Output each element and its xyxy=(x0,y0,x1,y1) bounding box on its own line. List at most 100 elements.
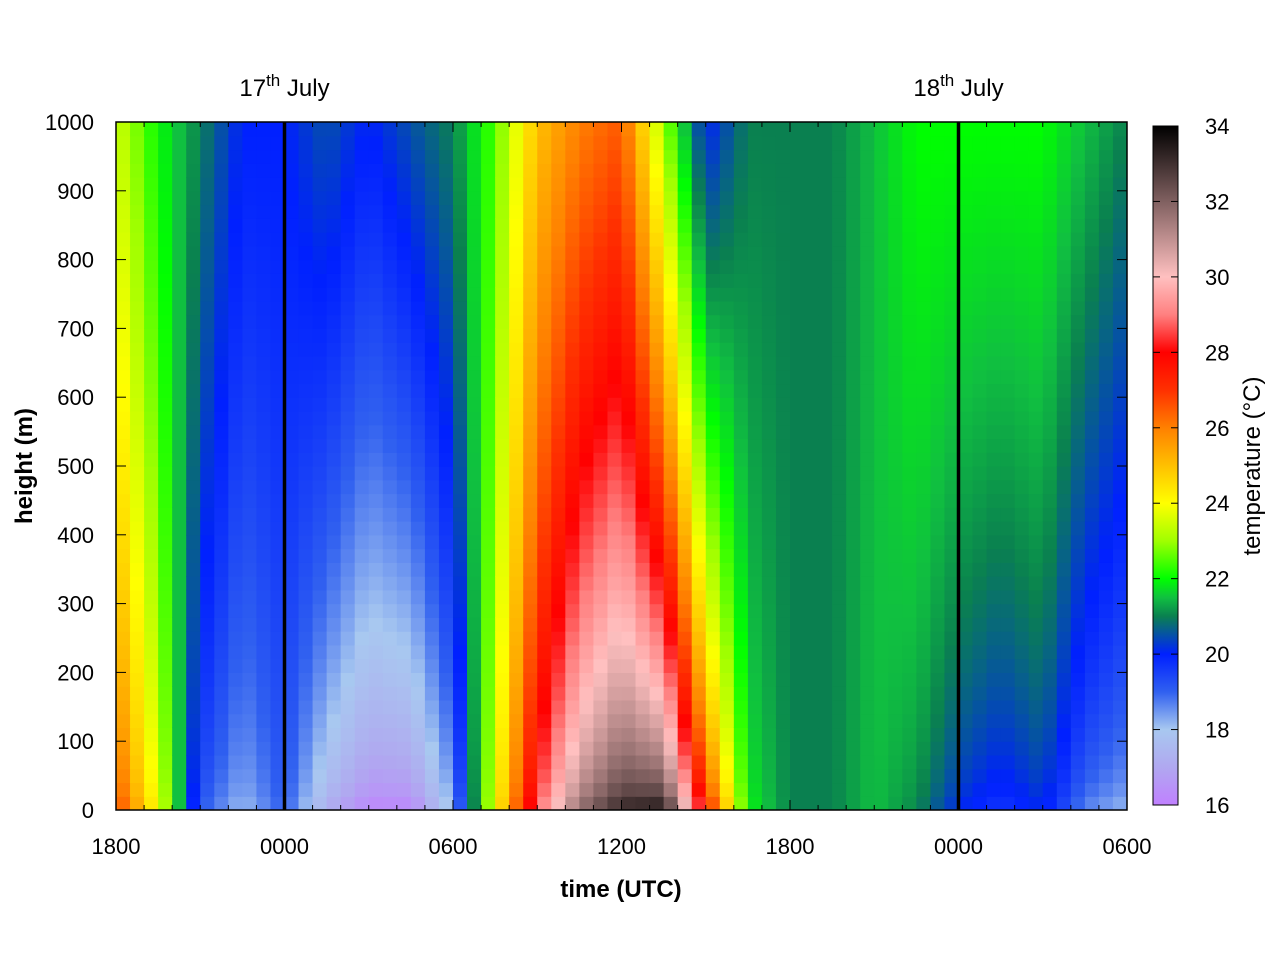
heatmap-cell xyxy=(719,190,735,206)
heatmap-cell xyxy=(410,149,426,164)
heatmap-cell xyxy=(944,507,960,522)
heatmap-cell xyxy=(832,796,847,810)
heatmap-cell xyxy=(382,135,398,151)
heatmap-cell xyxy=(1042,658,1058,673)
heatmap-cell xyxy=(130,521,145,536)
heatmap-cell xyxy=(733,644,749,660)
heatmap-cell xyxy=(467,204,482,219)
heatmap-cell xyxy=(1000,658,1016,673)
heatmap-cell xyxy=(902,218,917,233)
heatmap-cell xyxy=(775,149,791,164)
heatmap-cell xyxy=(551,410,566,426)
heatmap-cell xyxy=(565,768,580,784)
heatmap-cell xyxy=(410,754,426,770)
heatmap-cell xyxy=(509,686,524,701)
heatmap-cell xyxy=(902,424,917,440)
heatmap-cell xyxy=(902,245,917,261)
heatmap-cell xyxy=(116,603,131,618)
heatmap-cell xyxy=(396,768,412,784)
heatmap-cell xyxy=(326,273,342,288)
heatmap-cell xyxy=(116,232,131,247)
heatmap-cell xyxy=(888,548,903,563)
heatmap-cell xyxy=(1056,466,1072,481)
heatmap-cell xyxy=(228,562,243,577)
heatmap-cell xyxy=(775,218,791,233)
heatmap-cell xyxy=(972,342,988,357)
heatmap-cell xyxy=(916,452,932,467)
heatmap-cell xyxy=(677,672,693,687)
heatmap-cell xyxy=(1070,122,1086,137)
heatmap-cell xyxy=(523,314,538,329)
heatmap-cell xyxy=(593,548,609,563)
heatmap-cell xyxy=(719,727,735,742)
heatmap-cell xyxy=(761,796,777,810)
heatmap-cell xyxy=(1014,562,1030,577)
heatmap-cell xyxy=(705,576,721,591)
heatmap-cell xyxy=(200,190,215,206)
heatmap-cell xyxy=(846,562,861,577)
heatmap-cell xyxy=(1070,782,1086,797)
heatmap-cell xyxy=(1056,135,1072,151)
heatmap-cell xyxy=(649,534,665,550)
heatmap-cell xyxy=(256,617,272,632)
heatmap-cell xyxy=(130,163,145,178)
heatmap-cell xyxy=(1112,328,1127,343)
heatmap-cell xyxy=(888,466,903,481)
heatmap-cell xyxy=(621,328,637,343)
heatmap-cell xyxy=(270,686,286,701)
heatmap-cell xyxy=(312,452,328,467)
heatmap-cell xyxy=(846,342,861,357)
heatmap-cell xyxy=(228,369,243,385)
heatmap-cell xyxy=(930,149,946,164)
heatmap-cell xyxy=(888,644,903,660)
heatmap-cell xyxy=(340,218,356,233)
heatmap-cell xyxy=(846,576,861,591)
heatmap-cell xyxy=(228,658,243,673)
heatmap-cell xyxy=(200,149,215,164)
heatmap-cell xyxy=(537,122,552,137)
heatmap-cell xyxy=(481,204,496,219)
heatmap-cell xyxy=(635,521,651,536)
heatmap-cell xyxy=(930,534,946,550)
heatmap-cell xyxy=(410,713,426,729)
heatmap-cell xyxy=(579,644,595,660)
heatmap-cell xyxy=(1028,713,1044,729)
heatmap-cell xyxy=(621,699,637,715)
heatmap-cell xyxy=(733,782,749,797)
heatmap-cell xyxy=(1014,741,1030,756)
heatmap-cell xyxy=(284,424,300,440)
heatmap-cell xyxy=(214,686,229,701)
heatmap-cell xyxy=(537,562,552,577)
heatmap-cell xyxy=(1028,273,1044,288)
heatmap-cell xyxy=(607,672,623,687)
heatmap-cell xyxy=(228,644,243,660)
heatmap-cell xyxy=(523,466,538,481)
heatmap-cell xyxy=(228,631,243,646)
heatmap-cell xyxy=(986,300,1002,316)
heatmap-cell xyxy=(635,713,651,729)
heatmap-cell xyxy=(775,603,791,618)
heatmap-cell xyxy=(495,218,510,233)
heatmap-cell xyxy=(677,287,693,302)
heatmap-cell xyxy=(649,741,665,756)
heatmap-cell xyxy=(888,754,903,770)
heatmap-cell xyxy=(340,424,356,440)
heatmap-cell xyxy=(242,369,258,385)
heatmap-cell xyxy=(958,796,974,810)
heatmap-cell xyxy=(537,218,552,233)
heatmap-cell xyxy=(396,355,412,371)
heatmap-cell xyxy=(607,383,623,398)
heatmap-cell xyxy=(1112,686,1127,701)
heatmap-cell xyxy=(621,383,637,398)
heatmap-cell xyxy=(761,328,777,343)
heatmap-cell xyxy=(424,617,440,632)
heatmap-cell xyxy=(1014,287,1030,302)
heatmap-cell xyxy=(916,796,932,810)
heatmap-cell xyxy=(1042,438,1058,453)
y-tick-label: 500 xyxy=(57,454,94,479)
heatmap-cell xyxy=(340,479,356,495)
heatmap-cell xyxy=(326,658,342,673)
heatmap-cell xyxy=(944,479,960,495)
heatmap-cell xyxy=(874,190,889,206)
